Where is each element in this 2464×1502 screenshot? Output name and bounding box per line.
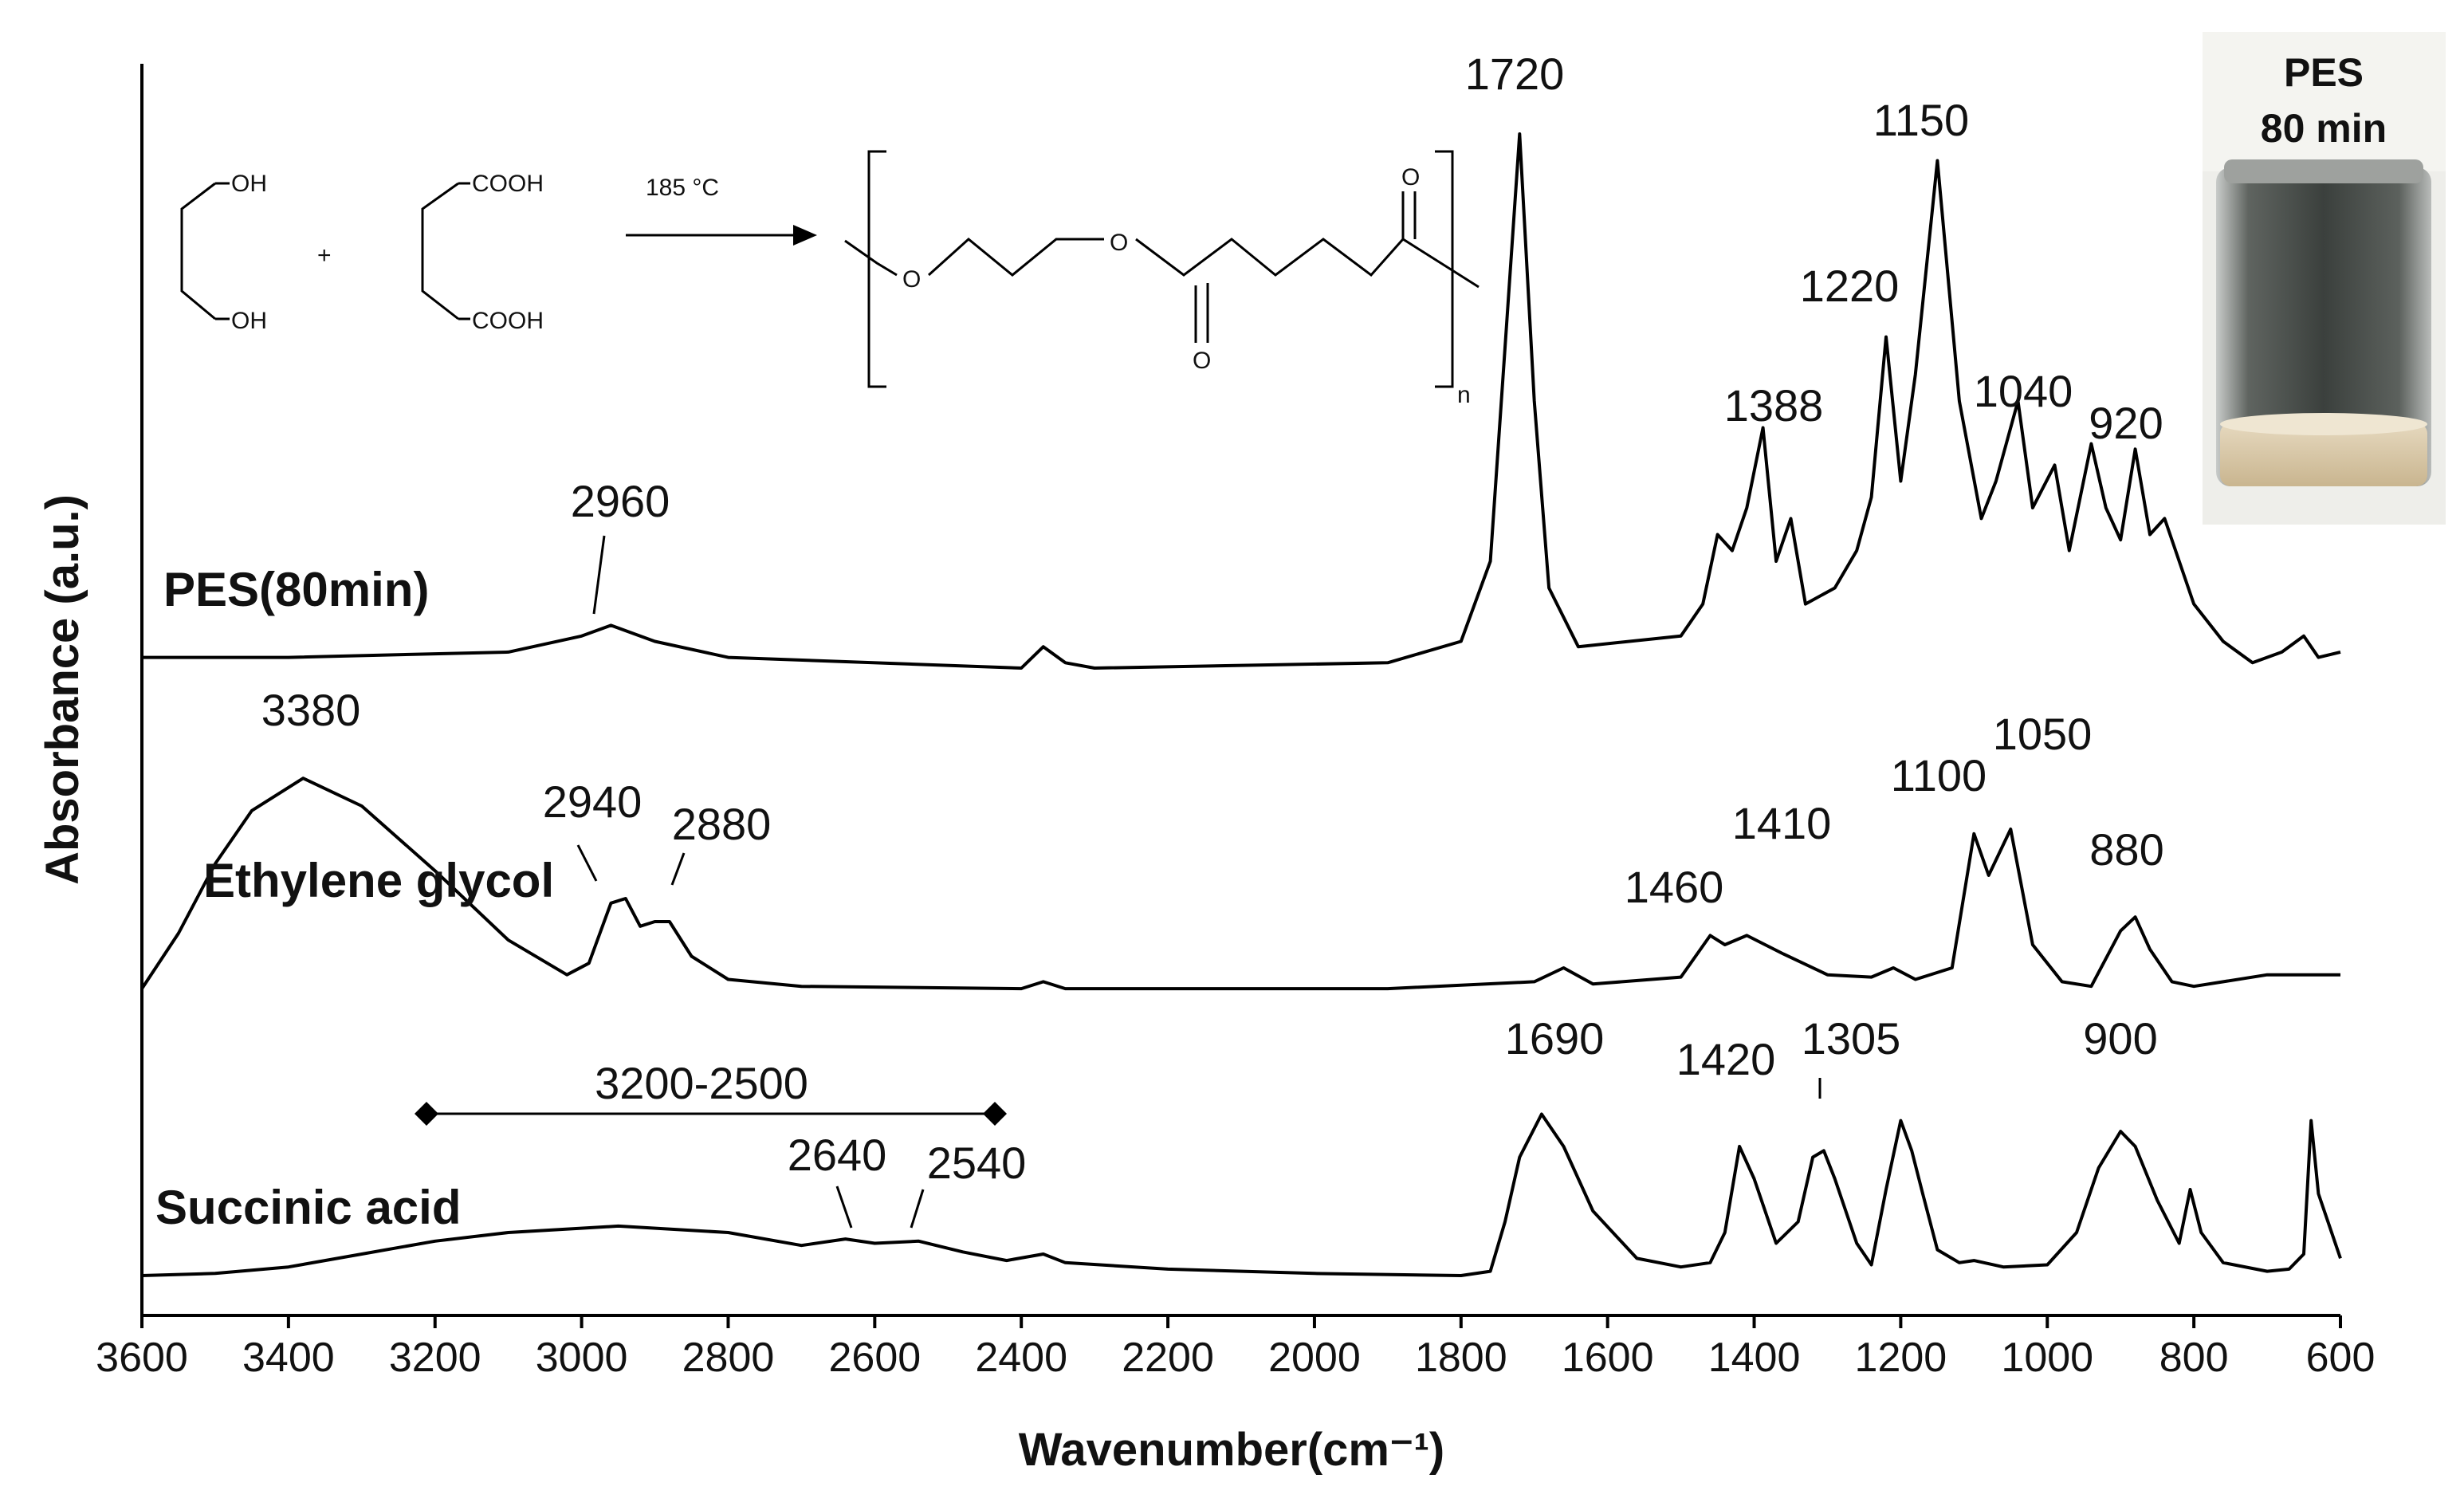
x-tick-label: 2000	[1268, 1335, 1361, 1381]
peak-marker-2540	[910, 1189, 925, 1229]
peak-label: 1690	[1505, 1013, 1605, 1064]
peak-marker-2640	[835, 1185, 853, 1229]
peak-label: 1100	[1891, 750, 1987, 800]
x-tick-label: 1000	[2001, 1335, 2093, 1381]
peak-label: 1460	[1625, 862, 1724, 912]
peak-label: 1420	[1676, 1034, 1776, 1084]
peak-marker-2940	[576, 844, 598, 882]
x-tick-label: 600	[2306, 1335, 2376, 1381]
spectra	[140, 132, 2342, 1277]
carbonyl-oxygen-label: O	[1193, 348, 1211, 374]
x-axis-title: Wavenumber(cm⁻¹)	[1019, 1424, 1444, 1476]
succinic-acid-structure	[421, 182, 459, 320]
spectrum-succinic-acid	[141, 1112, 2342, 1277]
peak-label: 3200-2500	[595, 1058, 808, 1108]
peak-label: 900	[2083, 1013, 2157, 1064]
peak-marker-2880	[670, 852, 686, 886]
y-axis-title: Absorbance (a.u.)	[37, 494, 88, 885]
peak-label: 1150	[1873, 95, 1969, 145]
x-tick-label: 3000	[536, 1335, 628, 1381]
spectrum-pes	[142, 132, 2341, 670]
series-label-succinic-acid: Succinic acid	[155, 1181, 462, 1234]
inset-label-line2: 80 min	[2261, 106, 2387, 151]
axes: 3600 3400 3200 3000 2800 2600 2400 2200 2000 1800…	[96, 64, 2375, 1381]
x-tick-label: 800	[2159, 1335, 2229, 1381]
jar-sediment	[2220, 423, 2427, 486]
x-tick-label: 2400	[975, 1335, 1067, 1381]
x-tick-label: 2200	[1122, 1335, 1214, 1381]
repeat-subscript: n	[1457, 382, 1471, 408]
peak-label: 3380	[261, 685, 361, 735]
x-tick-label: 1800	[1415, 1335, 1507, 1381]
hydroxyl-label: OH	[231, 308, 267, 334]
ethylene-glycol-structure	[180, 182, 216, 320]
x-tick-label: 3600	[96, 1335, 188, 1381]
plus-sign: +	[317, 242, 332, 269]
peak-label: 1410	[1732, 798, 1832, 848]
repeat-bracket-left	[867, 150, 886, 388]
x-tick-label: 3200	[389, 1335, 481, 1381]
peak-label: 1388	[1724, 380, 1824, 431]
x-tick-label: 1600	[1562, 1335, 1654, 1381]
inset-photo: PES 80 min	[2203, 32, 2446, 525]
peak-label: 2640	[788, 1130, 887, 1180]
x-tick-label: 1400	[1708, 1335, 1801, 1381]
peak-label: 1050	[1993, 709, 2093, 759]
carbonyl-oxygen-label: O	[1401, 164, 1420, 191]
carboxyl-label: COOH	[472, 308, 544, 334]
sa-peak-labels: 1690 1420 1305 900 3200-2500 2640 2540	[415, 1013, 2158, 1229]
carboxyl-label: COOH	[472, 171, 544, 197]
series-label-ethylene-glycol: Ethylene glycol	[203, 854, 554, 907]
ester-oxygen-label: O	[1110, 230, 1128, 256]
reaction-text: OH OH + COOH COOH 185 °C O O O O n	[231, 164, 1471, 408]
range-bracket-3200-2500	[415, 1102, 1007, 1126]
peak-marker-2960	[592, 535, 606, 615]
x-tick-label: 2600	[828, 1335, 921, 1381]
peak-label: 880	[2089, 824, 2163, 875]
x-tick-label: 3400	[242, 1335, 335, 1381]
inset-label-line1: PES	[2284, 50, 2364, 95]
series-label-pes: PES(80min)	[163, 563, 429, 616]
hydroxyl-label: OH	[231, 171, 267, 197]
reaction-condition: 185 °C	[646, 175, 719, 201]
spectrum-ethylene-glycol	[140, 777, 2340, 991]
x-ticks: 3600 3400 3200 3000 2800 2600 2400 2200 2000 1800…	[96, 1315, 2375, 1381]
peak-label: 1305	[1802, 1013, 1901, 1064]
peak-label: 2940	[543, 777, 643, 827]
x-tick-label: 2800	[682, 1335, 775, 1381]
peak-label: 1720	[1465, 49, 1565, 99]
peak-label: 2540	[927, 1138, 1027, 1188]
peak-label: 2960	[571, 476, 670, 526]
ether-oxygen-label: O	[902, 266, 921, 293]
jar-glass	[2216, 167, 2431, 486]
x-tick-label: 1200	[1855, 1335, 1947, 1381]
pes-peak-labels: 1720 1150 1220 1388 1040 920 2960	[571, 49, 2163, 615]
peak-label: 1220	[1800, 261, 1900, 311]
pes-repeat-unit-structure	[844, 239, 898, 277]
reaction-scheme	[180, 150, 1480, 388]
peak-label: 1040	[1974, 366, 2073, 416]
peak-label: 920	[2089, 398, 2163, 448]
eg-peak-labels: 3380 2940 2880 1460 1410 1100 1050 880	[261, 685, 2164, 912]
peak-label: 2880	[672, 799, 772, 849]
